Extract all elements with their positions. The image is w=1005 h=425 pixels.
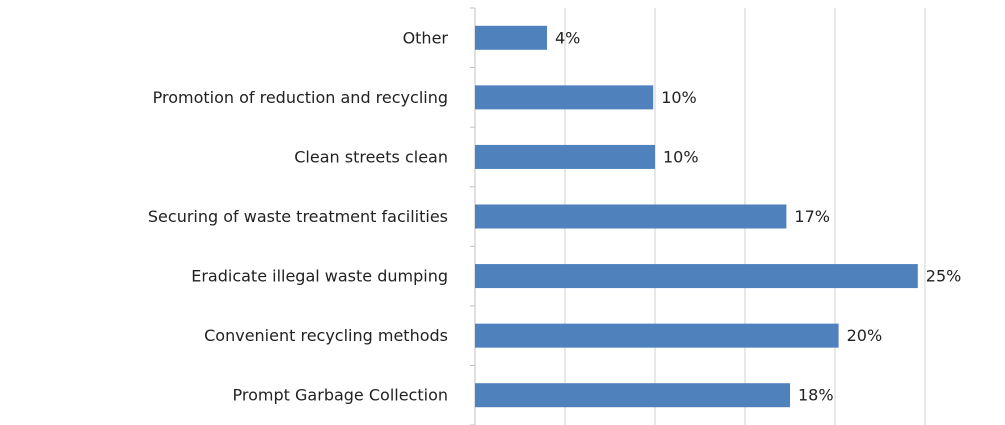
bar: [475, 144, 655, 169]
value-label: 25%: [926, 267, 962, 286]
y-tick-label: Securing of waste treatment facilities: [148, 207, 448, 226]
bar: [475, 383, 790, 408]
bar: [475, 323, 839, 348]
value-label: 20%: [847, 326, 883, 345]
value-label: 4%: [555, 28, 580, 47]
bar: [475, 204, 787, 229]
y-tick-label: Clean streets clean: [294, 147, 448, 166]
y-tick-label: Prompt Garbage Collection: [233, 386, 448, 405]
value-label: 10%: [661, 88, 697, 107]
bar: [475, 85, 654, 110]
bar: [475, 264, 918, 289]
bar: [475, 25, 547, 50]
y-tick-label: Convenient recycling methods: [204, 326, 448, 345]
value-label: 10%: [663, 147, 699, 166]
y-tick-label: Other: [403, 28, 449, 47]
y-tick-label: Promotion of reduction and recycling: [153, 88, 448, 107]
y-tick-label: Eradicate illegal waste dumping: [191, 267, 448, 286]
value-label: 17%: [794, 207, 830, 226]
value-label: 18%: [798, 386, 834, 405]
